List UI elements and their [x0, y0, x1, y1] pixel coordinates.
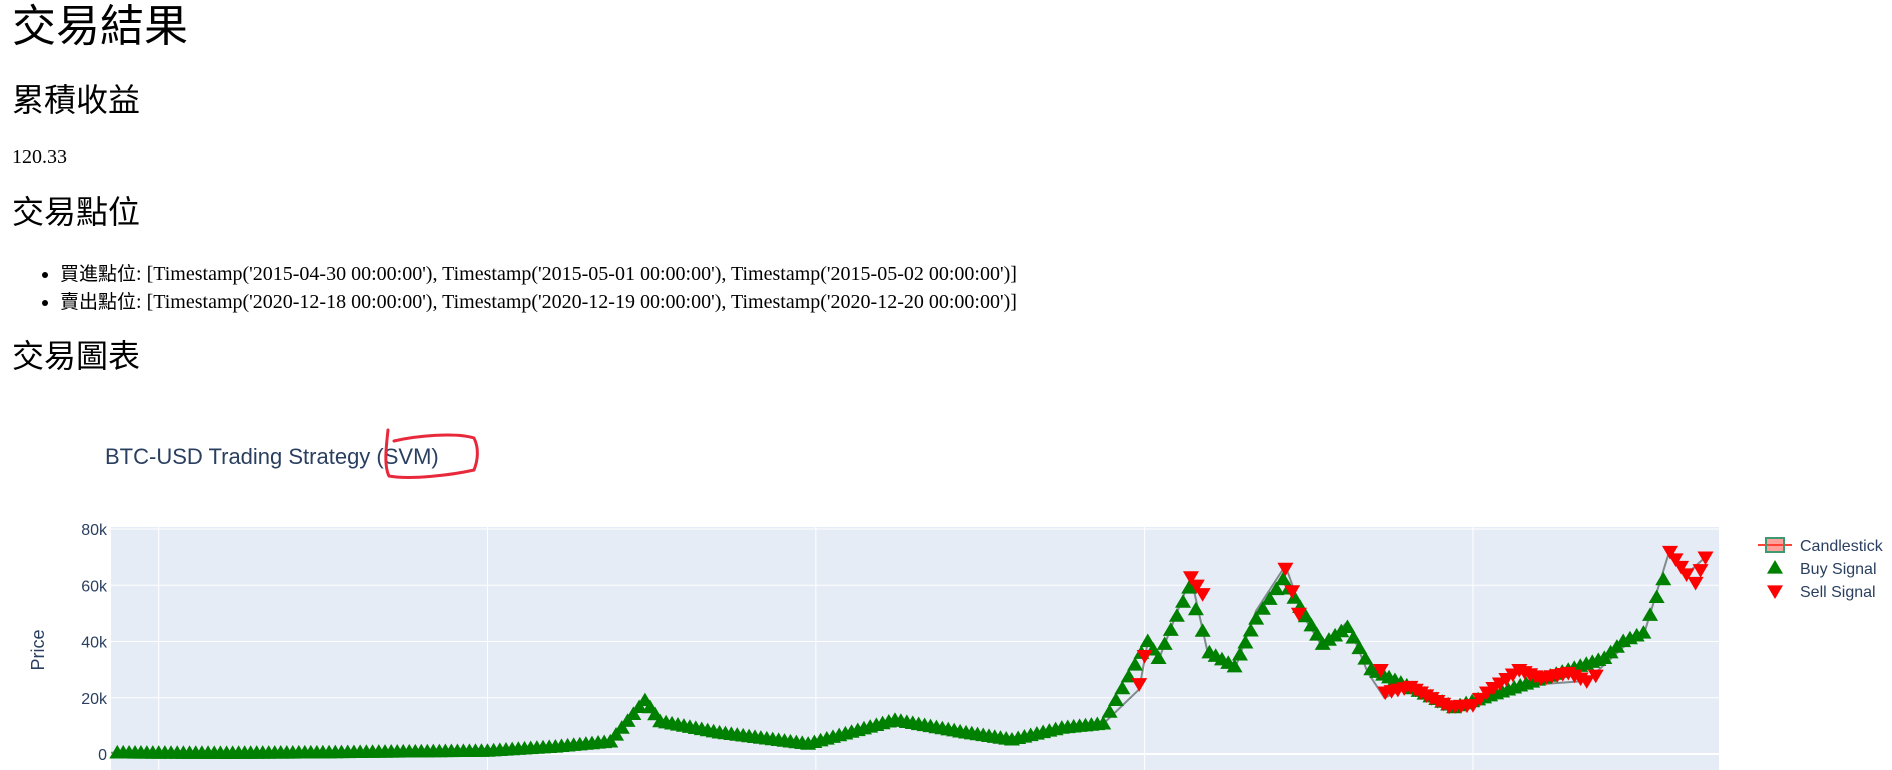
y-tick-label: 0: [98, 747, 107, 764]
sell-points-value: : [Timestamp('2020-12-18 00:00:00'), Tim…: [136, 291, 1017, 313]
buy-signal-marker: [1127, 657, 1144, 671]
sell-signal-marker: [1194, 588, 1211, 602]
buy-signal-marker: [1635, 625, 1652, 639]
trading-chart: BTC-USD Trading Strategy (SVM) 0 20k 40k 60…: [28, 428, 1884, 770]
plot-background: [111, 527, 1719, 770]
buy-signal-marker: [1107, 692, 1124, 706]
buy-signal-marker: [1187, 601, 1204, 616]
buy-signal-marker: [1268, 581, 1285, 596]
legend-label: Sell Signal: [1800, 584, 1876, 601]
buy-signal-marker: [1101, 704, 1118, 718]
buy-signal-marker: [1655, 571, 1672, 586]
buy-signal-marker: [1242, 622, 1259, 637]
buy-signal-marker: [1351, 640, 1368, 655]
chart-heading: 交易圖表: [12, 337, 141, 375]
buy-signal-marker: [1648, 589, 1665, 604]
trade-points-list: 買進點位: [Timestamp('2015-04-30 00:00:00'),…: [12, 260, 1017, 316]
sell-signal-marker: [1284, 585, 1301, 599]
buy-signal-marker: [1248, 611, 1265, 625]
sell-signal-marker: [1136, 649, 1153, 664]
buy-signal-marker: [1286, 590, 1303, 604]
y-axis-label: Price: [28, 629, 48, 670]
buy-signal-marker: [631, 699, 648, 714]
sell-signal-marker: [1578, 675, 1595, 689]
buy-signal-marker: [1181, 580, 1198, 594]
legend-label: Candlestick: [1800, 538, 1884, 555]
buy-signal-marker: [1309, 627, 1326, 641]
sell-signal-marker: [1692, 564, 1709, 578]
y-tick-label: 60k: [81, 578, 108, 595]
sell-signal-marker: [1471, 692, 1488, 707]
legend-buy-icon: [1767, 560, 1783, 574]
legend-sell-icon: [1767, 585, 1783, 599]
sell-points-item: 賣出點位: [Timestamp('2020-12-18 00:00:00'),…: [60, 288, 1017, 316]
buy-signal-marker: [1175, 594, 1192, 608]
buy-points-value: : [Timestamp('2015-04-30 00:00:00'), Tim…: [136, 263, 1017, 285]
trade-points-heading: 交易點位: [12, 193, 141, 231]
buy-points-label: 買進點位: [60, 263, 137, 285]
buy-signal-marker: [1168, 608, 1185, 622]
buy-signal-marker: [1642, 607, 1659, 621]
buy-signal-marker: [625, 706, 642, 720]
sell-signal-marker: [1687, 576, 1704, 591]
chart-title: BTC-USD Trading Strategy (SVM): [105, 444, 439, 469]
buy-signal-marker: [613, 720, 630, 734]
y-tick-label: 20k: [81, 691, 108, 708]
sell-signal-marker: [1673, 560, 1690, 575]
buy-signal-marker: [1156, 636, 1173, 650]
buy-signal-marker: [1357, 651, 1374, 665]
page-title: 交易結果: [12, 1, 188, 52]
sell-signal-marker: [1188, 579, 1205, 594]
buy-signal-marker: [1345, 629, 1362, 644]
chart-legend: Candlestick Buy Signal Sell Signal: [1758, 537, 1884, 601]
buy-signal-marker: [1237, 634, 1254, 649]
y-axis: 0 20k 40k 60k 80k: [81, 522, 108, 764]
legend-candle-icon: [1765, 537, 1785, 553]
sell-signal-marker: [1678, 568, 1695, 582]
sell-signal-marker: [1372, 664, 1389, 678]
sell-signal-marker: [1667, 553, 1684, 567]
sell-signal-marker: [1131, 678, 1148, 692]
buy-signal-marker: [1162, 622, 1179, 636]
sell-signal-series: [1131, 545, 1714, 715]
sell-points-label: 賣出點位: [60, 291, 137, 313]
buy-signal-marker: [1226, 658, 1243, 673]
buy-signal-marker: [1139, 633, 1156, 648]
returns-value: 120.33: [12, 146, 67, 168]
buy-signal-marker: [1150, 650, 1167, 664]
sell-signal-marker: [1182, 571, 1199, 585]
sell-signal-marker: [1661, 545, 1678, 560]
y-tick-label: 80k: [81, 522, 108, 539]
sell-signal-marker: [1697, 551, 1714, 566]
buy-signal-marker: [608, 727, 625, 741]
legend-label: Buy Signal: [1800, 561, 1877, 578]
buy-signal-marker: [619, 713, 636, 727]
returns-heading: 累積收益: [12, 81, 141, 119]
sell-signal-marker: [1587, 669, 1604, 684]
title-annotation-circle: [384, 428, 479, 479]
sell-signal-marker: [1277, 562, 1294, 577]
buy-signal-marker: [1275, 571, 1292, 586]
buy-signal-marker: [1114, 680, 1131, 695]
buy-signal-marker: [1095, 715, 1112, 730]
buy-signal-marker: [602, 733, 619, 748]
sell-signal-marker: [1464, 699, 1481, 713]
buy-signal-marker: [1194, 623, 1211, 637]
sell-signal-marker: [1290, 607, 1307, 622]
buy-signal-marker: [1254, 601, 1271, 615]
buy-signal-marker: [1339, 619, 1356, 634]
buy-signal-marker: [1297, 608, 1314, 623]
buy-signal-marker: [1261, 591, 1278, 605]
buy-points-item: 買進點位: [Timestamp('2015-04-30 00:00:00'),…: [60, 260, 1017, 288]
buy-signal-marker: [1231, 646, 1248, 661]
y-tick-label: 40k: [81, 635, 108, 652]
buy-signal-marker: [1303, 617, 1320, 632]
